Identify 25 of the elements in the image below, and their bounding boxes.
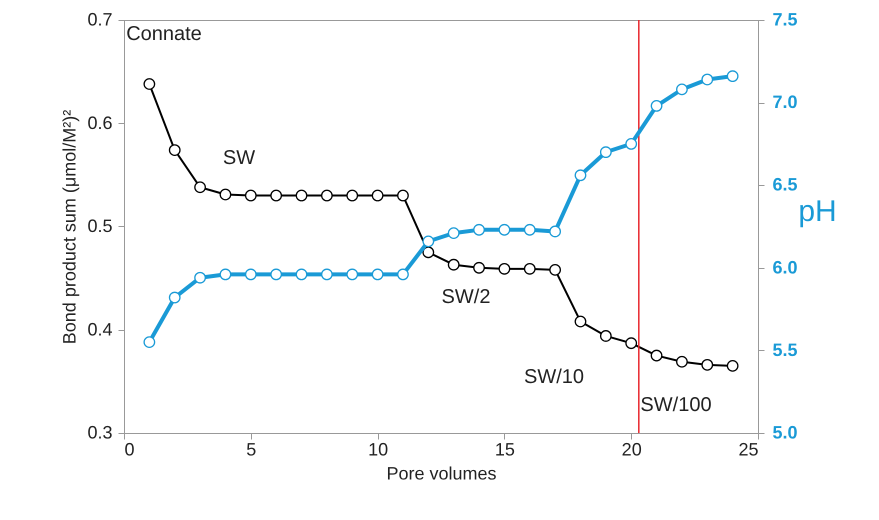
x-tick-label: 5 bbox=[246, 440, 256, 460]
y2-tick-label: 6.0 bbox=[772, 257, 798, 278]
y-tick-label: 0.5 bbox=[87, 216, 112, 236]
x-tick-label: 15 bbox=[494, 440, 515, 460]
x-tick-label: 10 bbox=[368, 440, 388, 460]
y-tick-label: 0.3 bbox=[87, 422, 112, 442]
x-tick-label: 25 bbox=[738, 440, 758, 460]
annotation: SW/10 bbox=[524, 366, 584, 388]
y2-axis-title: pH bbox=[798, 195, 837, 228]
annotation: SW bbox=[222, 147, 256, 169]
y-tick-label: 0.6 bbox=[87, 112, 112, 133]
x-tick-label: 20 bbox=[622, 440, 642, 460]
x-axis-title: Pore volumes bbox=[386, 464, 497, 484]
y-tick-label: 0.7 bbox=[87, 10, 112, 30]
annotation: SW/2 bbox=[442, 286, 490, 308]
annotation: SW/100 bbox=[640, 394, 712, 416]
y-tick-label: 0.4 bbox=[87, 319, 112, 340]
y2-tick-label: 6.5 bbox=[772, 174, 798, 195]
y2-tick-label: 5.5 bbox=[772, 340, 798, 360]
annotation: Connate bbox=[126, 23, 202, 45]
y2-tick-label: 5.0 bbox=[772, 422, 798, 442]
y-axis-title: Bond product sum (μmol/M²)² bbox=[59, 110, 80, 344]
y2-tick-label: 7.0 bbox=[772, 92, 798, 112]
y2-tick-label: 7.5 bbox=[772, 10, 798, 30]
x-tick-label: 0 bbox=[124, 440, 135, 460]
